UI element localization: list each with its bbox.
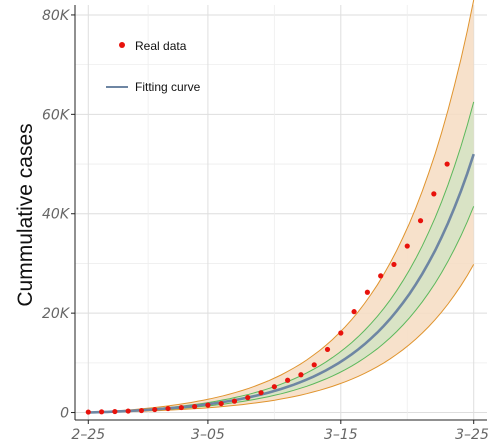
- y-tick-label: 40K: [42, 207, 71, 223]
- real-data-points: [85, 161, 450, 415]
- data-point: [218, 400, 224, 407]
- data-point: [98, 409, 105, 415]
- fitting-curve-layer: [88, 153, 475, 414]
- legend-real-data-label: Real data: [135, 39, 187, 53]
- data-point: [364, 289, 370, 295]
- data-point: [192, 403, 198, 410]
- data-point: [338, 330, 344, 336]
- data-point: [245, 395, 251, 401]
- data-point: [404, 243, 410, 249]
- legend-real-data-marker: [119, 42, 125, 48]
- data-point: [378, 273, 384, 279]
- fitting-curve: [88, 153, 475, 414]
- y-tick-label: 80K: [42, 8, 71, 24]
- axes: [74, 5, 487, 421]
- y-tick-label: 20K: [42, 306, 71, 322]
- x-tick-label: 3–15: [324, 427, 358, 443]
- data-point: [444, 161, 450, 167]
- data-point: [178, 404, 184, 411]
- data-point: [112, 408, 118, 415]
- data-point: [311, 362, 317, 368]
- y-tick-label: 0: [60, 406, 69, 422]
- data-point: [417, 218, 424, 224]
- data-point: [285, 377, 291, 383]
- confidence-bands: [88, 0, 475, 413]
- y-axis-title: Cummulative cases: [14, 123, 37, 306]
- data-point: [258, 390, 264, 396]
- y-tick-label: 60K: [42, 107, 71, 123]
- outer-band-upper: [88, 0, 475, 413]
- data-point: [85, 409, 91, 415]
- data-point: [165, 405, 171, 412]
- data-point: [231, 398, 238, 404]
- data-point: [138, 407, 145, 414]
- legend: Real data Fitting curve: [106, 39, 201, 94]
- data-point: [324, 346, 331, 353]
- data-point: [125, 408, 131, 414]
- legend-fitting-curve-label: Fitting curve: [135, 80, 201, 94]
- inner-band-fill: [88, 101, 474, 413]
- data-point: [152, 406, 158, 413]
- x-tick-label: 3–05: [191, 427, 225, 443]
- tick-labels: 0 20K 40K 60K 80K 2–25 3–05 3–15 3–25: [42, 8, 489, 443]
- data-point: [431, 191, 437, 197]
- data-point: [271, 384, 277, 390]
- data-point: [391, 261, 397, 268]
- x-tick-label: 2–25: [71, 427, 105, 443]
- data-point: [298, 372, 304, 378]
- data-point: [351, 309, 357, 315]
- data-point: [205, 402, 211, 408]
- x-tick-label: 3–25: [455, 427, 489, 443]
- outer-band-fill: [88, 0, 474, 413]
